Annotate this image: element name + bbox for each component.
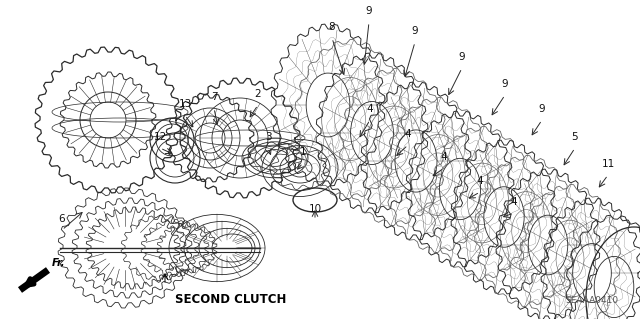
Text: 13: 13 — [179, 99, 191, 109]
Text: 8: 8 — [329, 22, 335, 32]
Text: SEAAA0410: SEAAA0410 — [565, 296, 618, 305]
Text: 9: 9 — [502, 79, 508, 89]
Text: 4: 4 — [477, 176, 483, 186]
Text: 11: 11 — [602, 159, 614, 169]
Text: 1: 1 — [300, 147, 307, 157]
Text: 6: 6 — [59, 214, 65, 224]
Text: 4: 4 — [404, 129, 412, 139]
Text: 4: 4 — [441, 152, 447, 162]
Text: Fr.: Fr. — [52, 258, 66, 268]
Text: 9: 9 — [412, 26, 419, 36]
Text: 7: 7 — [211, 92, 218, 102]
Text: 4: 4 — [367, 104, 373, 114]
Text: 9: 9 — [365, 6, 372, 16]
Text: 9: 9 — [539, 104, 545, 114]
Text: SECOND CLUTCH: SECOND CLUTCH — [175, 293, 286, 306]
Text: 12: 12 — [154, 132, 166, 142]
Text: 10: 10 — [308, 204, 321, 214]
Text: 9: 9 — [459, 52, 465, 62]
Text: 3: 3 — [265, 132, 271, 142]
Text: 5: 5 — [572, 132, 579, 142]
Text: 2: 2 — [255, 89, 261, 99]
Text: 4: 4 — [511, 197, 517, 207]
